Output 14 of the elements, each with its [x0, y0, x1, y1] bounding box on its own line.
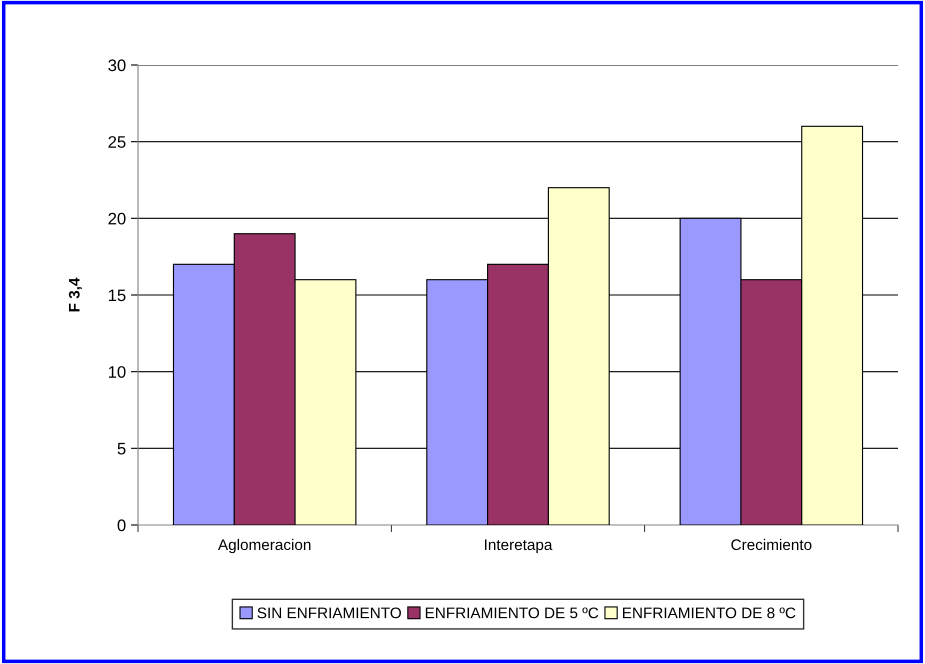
legend-label: ENFRIAMIENTO DE 8 ºC: [623, 607, 796, 618]
y-tick-label: 25: [108, 136, 126, 148]
legend-label: SIN ENFRIAMIENTO: [258, 607, 401, 618]
y-tick-label: 30: [108, 59, 126, 72]
y-tick-label: 5: [118, 442, 126, 455]
y-tick-label: 15: [108, 290, 126, 302]
x-tick-label: Aglomeracion: [218, 538, 310, 554]
y-tick-label: 20: [108, 212, 126, 225]
legend-label: ENFRIAMIENTO DE 5 ºC: [426, 607, 598, 618]
y-tick-label: 10: [108, 366, 126, 378]
y-tick-label: 0: [118, 519, 126, 532]
x-tick-label: Interetapa: [485, 539, 552, 554]
x-tick-label: Crecimiento: [731, 538, 812, 550]
y-axis-title: F 3,4: [68, 278, 82, 312]
